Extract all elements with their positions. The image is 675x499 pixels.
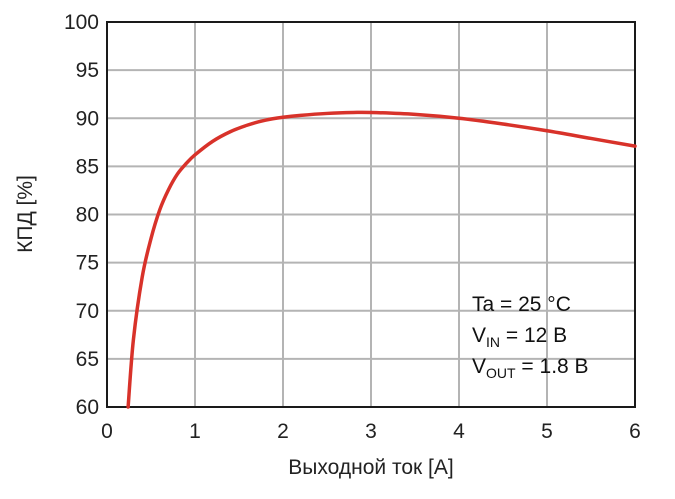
conditions-annotation: Ta = 25 °C VIN = 12 В VOUT = 1.8 В [472, 293, 589, 381]
x-tick-labels: 0 1 2 3 4 5 6 [101, 420, 641, 443]
annotation-line-temperature: Ta = 25 °C [472, 293, 571, 316]
plot-frame [106, 21, 636, 408]
y-tick-label-65: 65 [76, 348, 99, 371]
x-tick-label-2: 2 [277, 420, 289, 443]
annotation-line-vin: VIN = 12 В [472, 324, 567, 350]
x-tick-label-1: 1 [189, 420, 201, 443]
grid [107, 22, 635, 407]
y-tick-label-100: 100 [64, 11, 99, 34]
annotation-vout-symbol: V [472, 355, 486, 378]
efficiency-curve-0 [126, 110, 637, 409]
annotation-vin-subscript: IN [486, 334, 500, 350]
x-tick-label-4: 4 [453, 420, 465, 443]
y-tick-label-95: 95 [76, 59, 99, 82]
annotation-vout-subscript: OUT [486, 365, 516, 381]
y-tick-label-75: 75 [76, 252, 99, 275]
y-tick-label-60: 60 [76, 396, 99, 419]
x-tick-label-6: 6 [629, 420, 641, 443]
annotation-vin-symbol: V [472, 324, 486, 347]
x-tick-label-0: 0 [101, 420, 113, 443]
annotation-vout-value: = 1.8 В [516, 355, 589, 378]
y-tick-labels: 60 65 70 75 80 85 90 95 100 [64, 11, 99, 419]
y-tick-label-70: 70 [76, 300, 99, 323]
y-tick-label-80: 80 [76, 204, 99, 227]
y-tick-label-85: 85 [76, 155, 99, 178]
x-tick-label-3: 3 [365, 420, 377, 443]
y-tick-label-90: 90 [76, 107, 99, 130]
x-tick-label-5: 5 [541, 420, 553, 443]
annotation-vin-value: = 12 В [500, 324, 567, 347]
y-axis-title: КПД [%] [14, 175, 37, 253]
x-axis-title: Выходной ток [A] [288, 456, 453, 479]
series-layer [126, 110, 637, 409]
annotation-line-vout: VOUT = 1.8 В [472, 355, 589, 381]
